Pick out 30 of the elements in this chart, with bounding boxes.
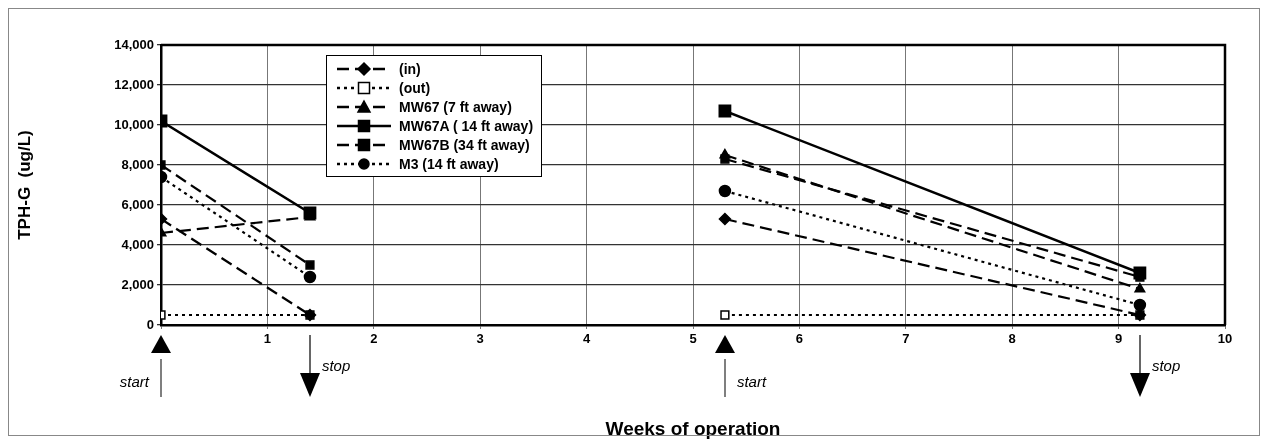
y-tick-label: 10,000: [114, 116, 154, 132]
y-tick-label: 0: [146, 316, 154, 332]
x-tick-label: 7: [902, 331, 910, 347]
y-tick-label: 14,000: [114, 36, 154, 52]
text: start: [736, 373, 767, 390]
y-tick-label: 12,000: [114, 76, 154, 92]
x-tick-label: 10: [1217, 331, 1233, 347]
x-tick-label: 9: [1114, 331, 1123, 347]
legend-label: MW67 (7 ft away): [399, 98, 512, 115]
x-axis-title: Weeks of operation: [605, 417, 781, 439]
text: stop: [1151, 357, 1181, 374]
y-tick-label: 2,000: [121, 276, 154, 292]
x-tick-label: 3: [476, 331, 484, 347]
x-tick-label: 4: [582, 331, 591, 347]
text: stop: [321, 357, 351, 374]
y-tick-label: 6,000: [121, 196, 154, 212]
x-tick-label: 8: [1008, 331, 1016, 347]
x-tick-label: 5: [689, 331, 697, 347]
x-tick-label: 6: [795, 331, 804, 347]
x-tick-label: 1: [263, 331, 272, 347]
legend-label: M3 (14 ft away): [399, 155, 499, 172]
legend-label: (out): [399, 79, 431, 96]
y-tick-label: 8,000: [121, 156, 154, 172]
y-axis-title: TPH-G (ug/L): [14, 130, 34, 240]
text: start: [119, 373, 149, 390]
legend-label: MW67A ( 14 ft away): [399, 117, 534, 134]
y-tick-label: 4,000: [121, 236, 154, 252]
x-tick-label: 2: [370, 331, 378, 347]
legend-label: (in): [399, 60, 421, 77]
legend-label: MW67B (34 ft away): [399, 136, 530, 153]
